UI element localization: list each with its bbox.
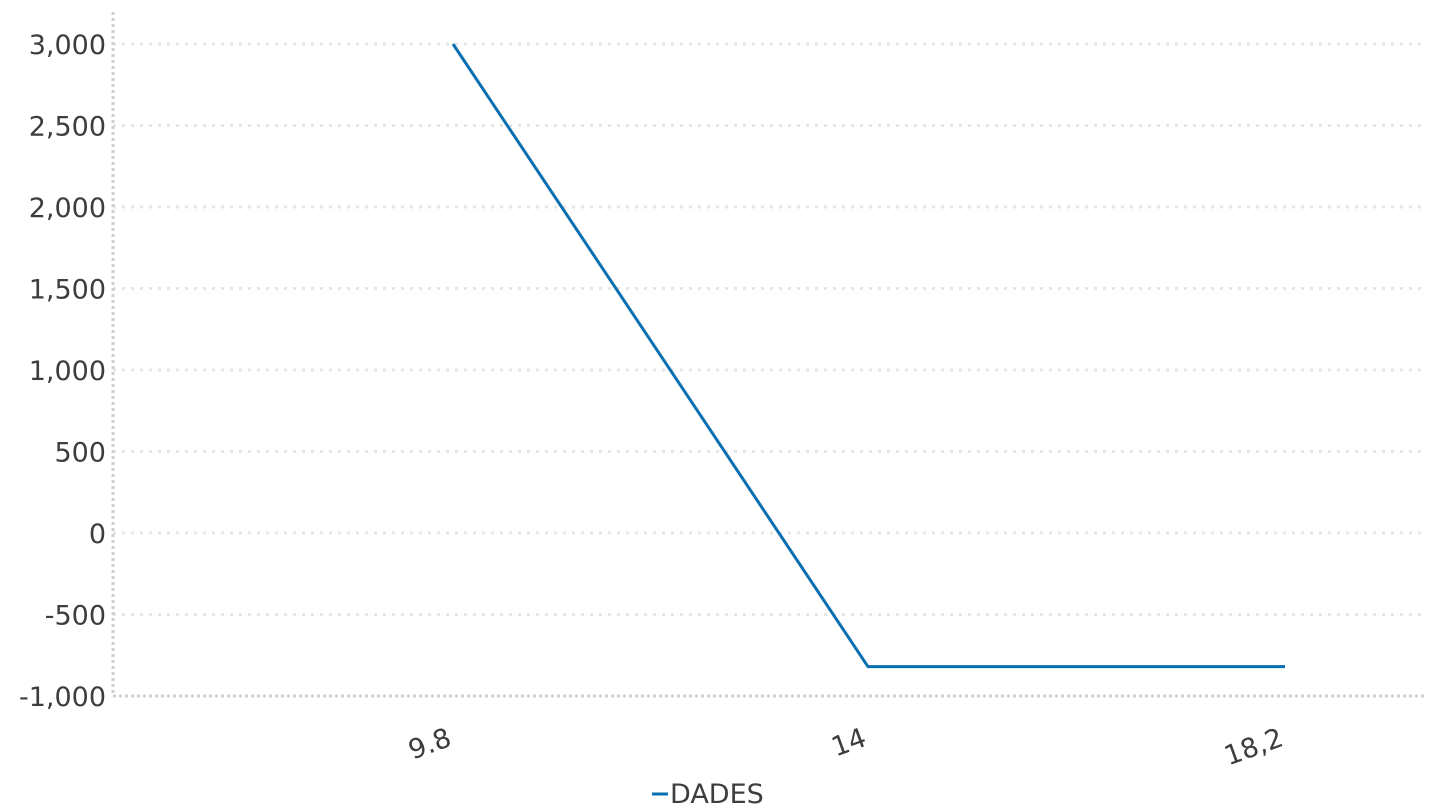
y-tick-label: 1,500 — [29, 275, 106, 306]
series-line-0 — [451, 43, 1285, 669]
y-tick-label: 0 — [89, 519, 106, 550]
y-tick-label: 2,000 — [29, 193, 106, 224]
legend-label-dades: DADES — [670, 779, 764, 807]
legend: DADES — [652, 779, 764, 807]
y-tick-label: 3,000 — [29, 30, 106, 61]
y-tick-label: 500 — [54, 438, 106, 469]
axes — [111, 12, 1427, 698]
x-tick-labels: 9.8 14 18,2 — [404, 722, 1287, 772]
series-group — [451, 43, 1285, 669]
y-tick-label: 1,000 — [29, 356, 106, 387]
y-tick-label: -1,000 — [19, 682, 106, 713]
x-tick-label: 9.8 — [404, 722, 455, 766]
x-tick-label: 14 — [828, 722, 871, 763]
y-tick-labels: 3,000 2,500 2,000 1,500 1,000 500 0 -500 -1,000 — [19, 30, 106, 713]
grid-lines — [113, 42, 1427, 616]
y-tick-label: -500 — [45, 601, 106, 632]
y-tick-label: 2,500 — [29, 112, 106, 143]
x-tick-label: 18,2 — [1220, 722, 1287, 772]
